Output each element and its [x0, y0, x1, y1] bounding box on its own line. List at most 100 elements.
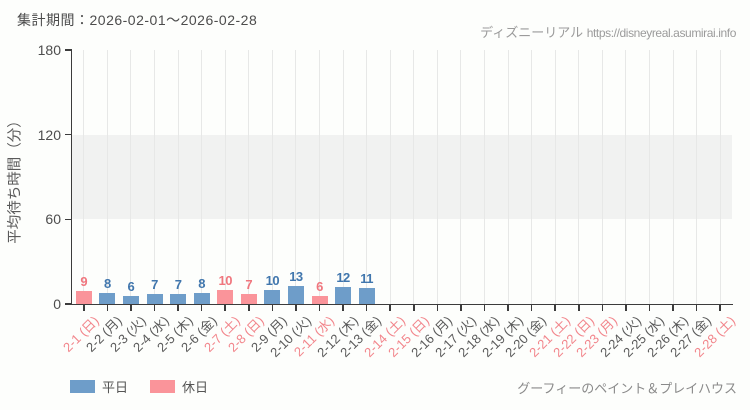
- legend-label: 平日: [102, 380, 129, 395]
- bar-value-label: 13: [289, 268, 303, 284]
- bar-holiday: [311, 295, 328, 304]
- y-tick: [65, 218, 71, 221]
- bar-value-label: 10: [218, 272, 232, 288]
- x-tick: [436, 305, 439, 311]
- bar-value-label: 11: [360, 271, 374, 287]
- gridline: [177, 50, 179, 304]
- y-tick-label: 180: [37, 42, 61, 58]
- bar-weekday: [146, 294, 163, 304]
- bar-value-label: 8: [198, 275, 205, 291]
- x-tick: [200, 305, 203, 311]
- gridline: [578, 50, 580, 304]
- gridline: [106, 50, 108, 304]
- bar-value-label: 7: [174, 277, 182, 293]
- x-tick: [389, 305, 391, 311]
- site-url: https://disneyreal.asumirai.info: [586, 26, 737, 40]
- x-tick: [578, 305, 580, 311]
- y-tick: [65, 49, 71, 51]
- chart-legend: 平日 休日: [70, 377, 208, 396]
- gridline: [484, 50, 485, 304]
- y-tick: [65, 303, 71, 305]
- x-tick: [224, 305, 226, 311]
- y-tick: [65, 133, 71, 136]
- y-axis-title: 平均待ち時間（分）: [7, 113, 24, 244]
- x-tick: [601, 305, 604, 311]
- gridline: [248, 50, 250, 304]
- gridline: [389, 50, 391, 304]
- gridline: [649, 50, 650, 304]
- gridline: [413, 50, 415, 304]
- y-tick-label: 0: [53, 296, 61, 312]
- gridline: [83, 50, 85, 304]
- gridline: [271, 50, 273, 304]
- x-tick: [153, 305, 156, 311]
- bar-value-label: 6: [316, 278, 323, 294]
- plot-area: 9 8 6 7 7 8 10 7 10 13 6 12 11: [72, 50, 732, 304]
- x-tick: [530, 305, 533, 311]
- y-axis-line: [70, 49, 72, 305]
- bar-weekday: [99, 292, 116, 304]
- x-tick: [672, 305, 674, 311]
- x-tick: [248, 305, 250, 311]
- x-tick: [177, 305, 179, 311]
- y-tick-label: 60: [45, 211, 61, 228]
- x-tick: [507, 305, 509, 311]
- x-tick: [554, 305, 556, 311]
- x-tick: [719, 305, 721, 311]
- legend-swatch-weekday: [70, 380, 95, 393]
- x-tick: [695, 305, 698, 311]
- x-axis-line: [70, 303, 733, 305]
- bar-weekday: [335, 287, 352, 304]
- attraction-name: グーフィーのペイント＆プレイハウス: [517, 381, 737, 396]
- gridline: [319, 50, 320, 304]
- gridline: [154, 50, 155, 304]
- site-credit: ディズニーリアル https://disneyreal.asumirai.inf…: [480, 22, 736, 41]
- bar-value-label: 9: [80, 274, 88, 290]
- gridline: [460, 50, 462, 304]
- legend-item-holiday[interactable]: 休日: [150, 377, 208, 396]
- bar-weekday: [287, 285, 304, 304]
- x-tick: [130, 305, 132, 311]
- bar-holiday: [217, 289, 234, 304]
- bar-holiday: [75, 291, 92, 304]
- bar-value-label: 8: [103, 275, 111, 291]
- legend-swatch-holiday: [150, 380, 176, 393]
- gridline: [201, 50, 203, 304]
- bar-value-label: 7: [151, 277, 158, 293]
- bar-weekday: [264, 289, 281, 304]
- gridline: [696, 50, 698, 304]
- bar-value-label: 6: [127, 278, 135, 294]
- x-tick: [648, 305, 651, 311]
- x-tick: [271, 305, 274, 311]
- gridline: [366, 50, 368, 304]
- bar-holiday: [240, 294, 257, 304]
- legend-label: 休日: [182, 380, 209, 395]
- gridline: [295, 50, 297, 304]
- legend-item-weekday[interactable]: 平日: [70, 377, 128, 396]
- bar-weekday: [122, 295, 139, 304]
- bar-weekday: [358, 288, 375, 304]
- gridline: [719, 50, 721, 304]
- x-tick: [460, 305, 462, 311]
- gridline: [531, 50, 533, 304]
- x-tick: [318, 305, 321, 311]
- x-tick: [106, 305, 109, 311]
- bar-value-label: 7: [245, 277, 253, 293]
- gridline: [342, 50, 344, 304]
- x-tick: [625, 305, 627, 311]
- y-tick-label: 120: [37, 126, 61, 143]
- x-tick: [342, 305, 344, 311]
- x-tick: [483, 305, 486, 311]
- gridline: [625, 50, 627, 304]
- site-name: ディズニーリアル: [480, 25, 584, 40]
- aggregation-period-label: 集計期間：2026-02-01～2026-02-28: [17, 12, 258, 28]
- gridline: [554, 50, 556, 304]
- gridline: [436, 50, 438, 304]
- gridline: [130, 50, 132, 304]
- bar-value-label: 12: [336, 270, 350, 286]
- x-tick: [295, 305, 297, 311]
- x-tick: [413, 305, 415, 311]
- gridline: [224, 50, 226, 304]
- gridline: [672, 50, 674, 304]
